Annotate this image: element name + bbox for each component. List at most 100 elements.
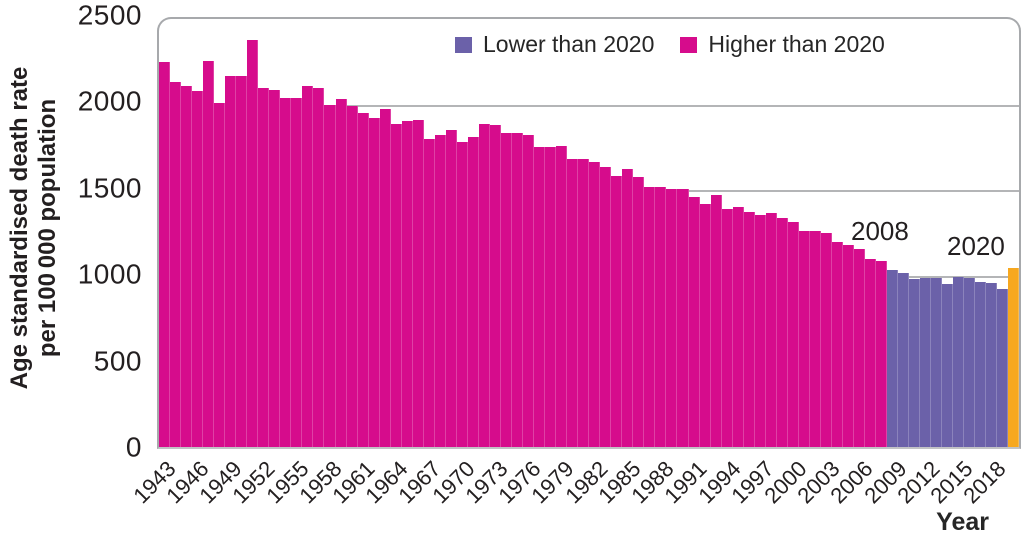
bar-2014 — [942, 284, 954, 447]
bar-1984 — [611, 175, 623, 447]
bar-2004 — [831, 241, 843, 447]
bar-1989 — [666, 188, 678, 447]
bar-1943 — [159, 61, 171, 447]
bar-1986 — [633, 177, 645, 447]
bar-1988 — [655, 186, 667, 447]
bar-2000 — [787, 221, 799, 447]
bar-1978 — [545, 146, 557, 447]
chart-legend: Lower than 2020 Higher than 2020 — [455, 31, 885, 58]
bar-1995 — [732, 207, 744, 447]
bar-1998 — [765, 213, 777, 447]
bar-2010 — [898, 273, 910, 447]
y-tick-0: 0 — [125, 431, 142, 463]
bar-1948 — [214, 102, 226, 447]
bar-1968 — [434, 135, 446, 447]
y-tick-1000: 1000 — [77, 258, 142, 290]
x-axis-tick-labels: 1943 1946 1949 1952 1955 1958 1961 1964 1967 1970… — [128, 456, 1021, 516]
y-axis-title-line1: Age standardised death rate — [6, 66, 33, 390]
bar-1955 — [291, 97, 303, 447]
bar-1981 — [578, 158, 590, 447]
bar-1997 — [754, 215, 766, 447]
bar-2002 — [809, 231, 821, 447]
bar-2007 — [865, 258, 877, 447]
bar-1944 — [170, 82, 182, 447]
bar-1945 — [181, 85, 193, 447]
legend-label-higher: Higher than 2020 — [708, 31, 885, 57]
bar-2015 — [953, 276, 965, 447]
bar-2008 — [876, 261, 888, 447]
bar-1953 — [269, 90, 281, 447]
bar-1956 — [302, 85, 314, 447]
annotation-2020: 2020 — [947, 231, 1005, 261]
y-axis-title-line2: per 100 000 population — [34, 98, 61, 358]
x-axis-title: Year — [936, 508, 989, 536]
bar-1951 — [247, 40, 259, 447]
bar-1974 — [500, 132, 512, 447]
bar-2006 — [853, 249, 865, 447]
bar-1950 — [236, 76, 248, 447]
bar-2009 — [887, 270, 899, 447]
y-tick-500: 500 — [93, 345, 142, 377]
bar-1991 — [688, 197, 700, 447]
bar-2012 — [920, 277, 932, 447]
legend-swatch-purple — [455, 36, 472, 53]
legend-item-higher-than-2020: Higher than 2020 — [680, 31, 885, 58]
bar-2011 — [909, 279, 921, 447]
bar-1973 — [489, 125, 501, 447]
bar-1962 — [368, 118, 380, 447]
bar-1960 — [346, 106, 358, 447]
bar-1979 — [556, 145, 568, 447]
bar-1961 — [357, 113, 369, 447]
bar-1994 — [721, 209, 733, 447]
bar-1977 — [534, 147, 546, 447]
bar-1980 — [567, 158, 579, 447]
bar-1963 — [379, 108, 391, 447]
y-tick-2500: 2500 — [77, 0, 142, 31]
bar-2017 — [975, 281, 987, 447]
bar-1971 — [467, 137, 479, 447]
y-tick-1500: 1500 — [77, 172, 142, 204]
bar-2018 — [986, 282, 998, 447]
bar-1958 — [324, 105, 336, 447]
bar-1966 — [412, 120, 424, 447]
bar-2013 — [931, 278, 943, 447]
bar-2003 — [820, 233, 832, 447]
bar-1946 — [192, 90, 204, 447]
bar-1957 — [313, 88, 325, 447]
legend-item-lower-than-2020: Lower than 2020 — [455, 31, 654, 58]
bar-1993 — [710, 195, 722, 447]
bar-2005 — [842, 244, 854, 447]
bar-series — [159, 19, 1020, 447]
bar-2016 — [964, 278, 976, 447]
bar-1985 — [622, 168, 634, 447]
bar-1990 — [677, 188, 689, 447]
legend-swatch-magenta — [680, 36, 698, 53]
bar-1967 — [423, 138, 435, 447]
bar-1996 — [743, 212, 755, 447]
bar-1952 — [258, 88, 270, 447]
bar-1969 — [445, 130, 457, 447]
bar-2020 — [1008, 268, 1020, 447]
bar-1999 — [776, 218, 788, 447]
bar-1972 — [478, 124, 490, 447]
bar-1976 — [523, 135, 535, 447]
bar-1982 — [589, 161, 601, 447]
gridline-2000 — [159, 104, 1019, 107]
bar-1987 — [644, 186, 656, 447]
bar-1954 — [280, 97, 292, 447]
bar-1964 — [390, 124, 402, 447]
bar-1975 — [512, 132, 524, 447]
bar-1983 — [600, 167, 612, 447]
y-tick-2000: 2000 — [77, 86, 142, 118]
bar-2019 — [997, 288, 1009, 447]
bar-1970 — [456, 142, 468, 447]
plot-area — [157, 17, 1021, 449]
bar-1947 — [203, 60, 215, 447]
bar-1949 — [225, 75, 237, 447]
legend-label-lower: Lower than 2020 — [483, 31, 655, 57]
bar-1992 — [699, 203, 711, 447]
bar-1965 — [401, 120, 413, 447]
bar-2001 — [798, 231, 810, 447]
annotation-2008: 2008 — [851, 216, 909, 246]
